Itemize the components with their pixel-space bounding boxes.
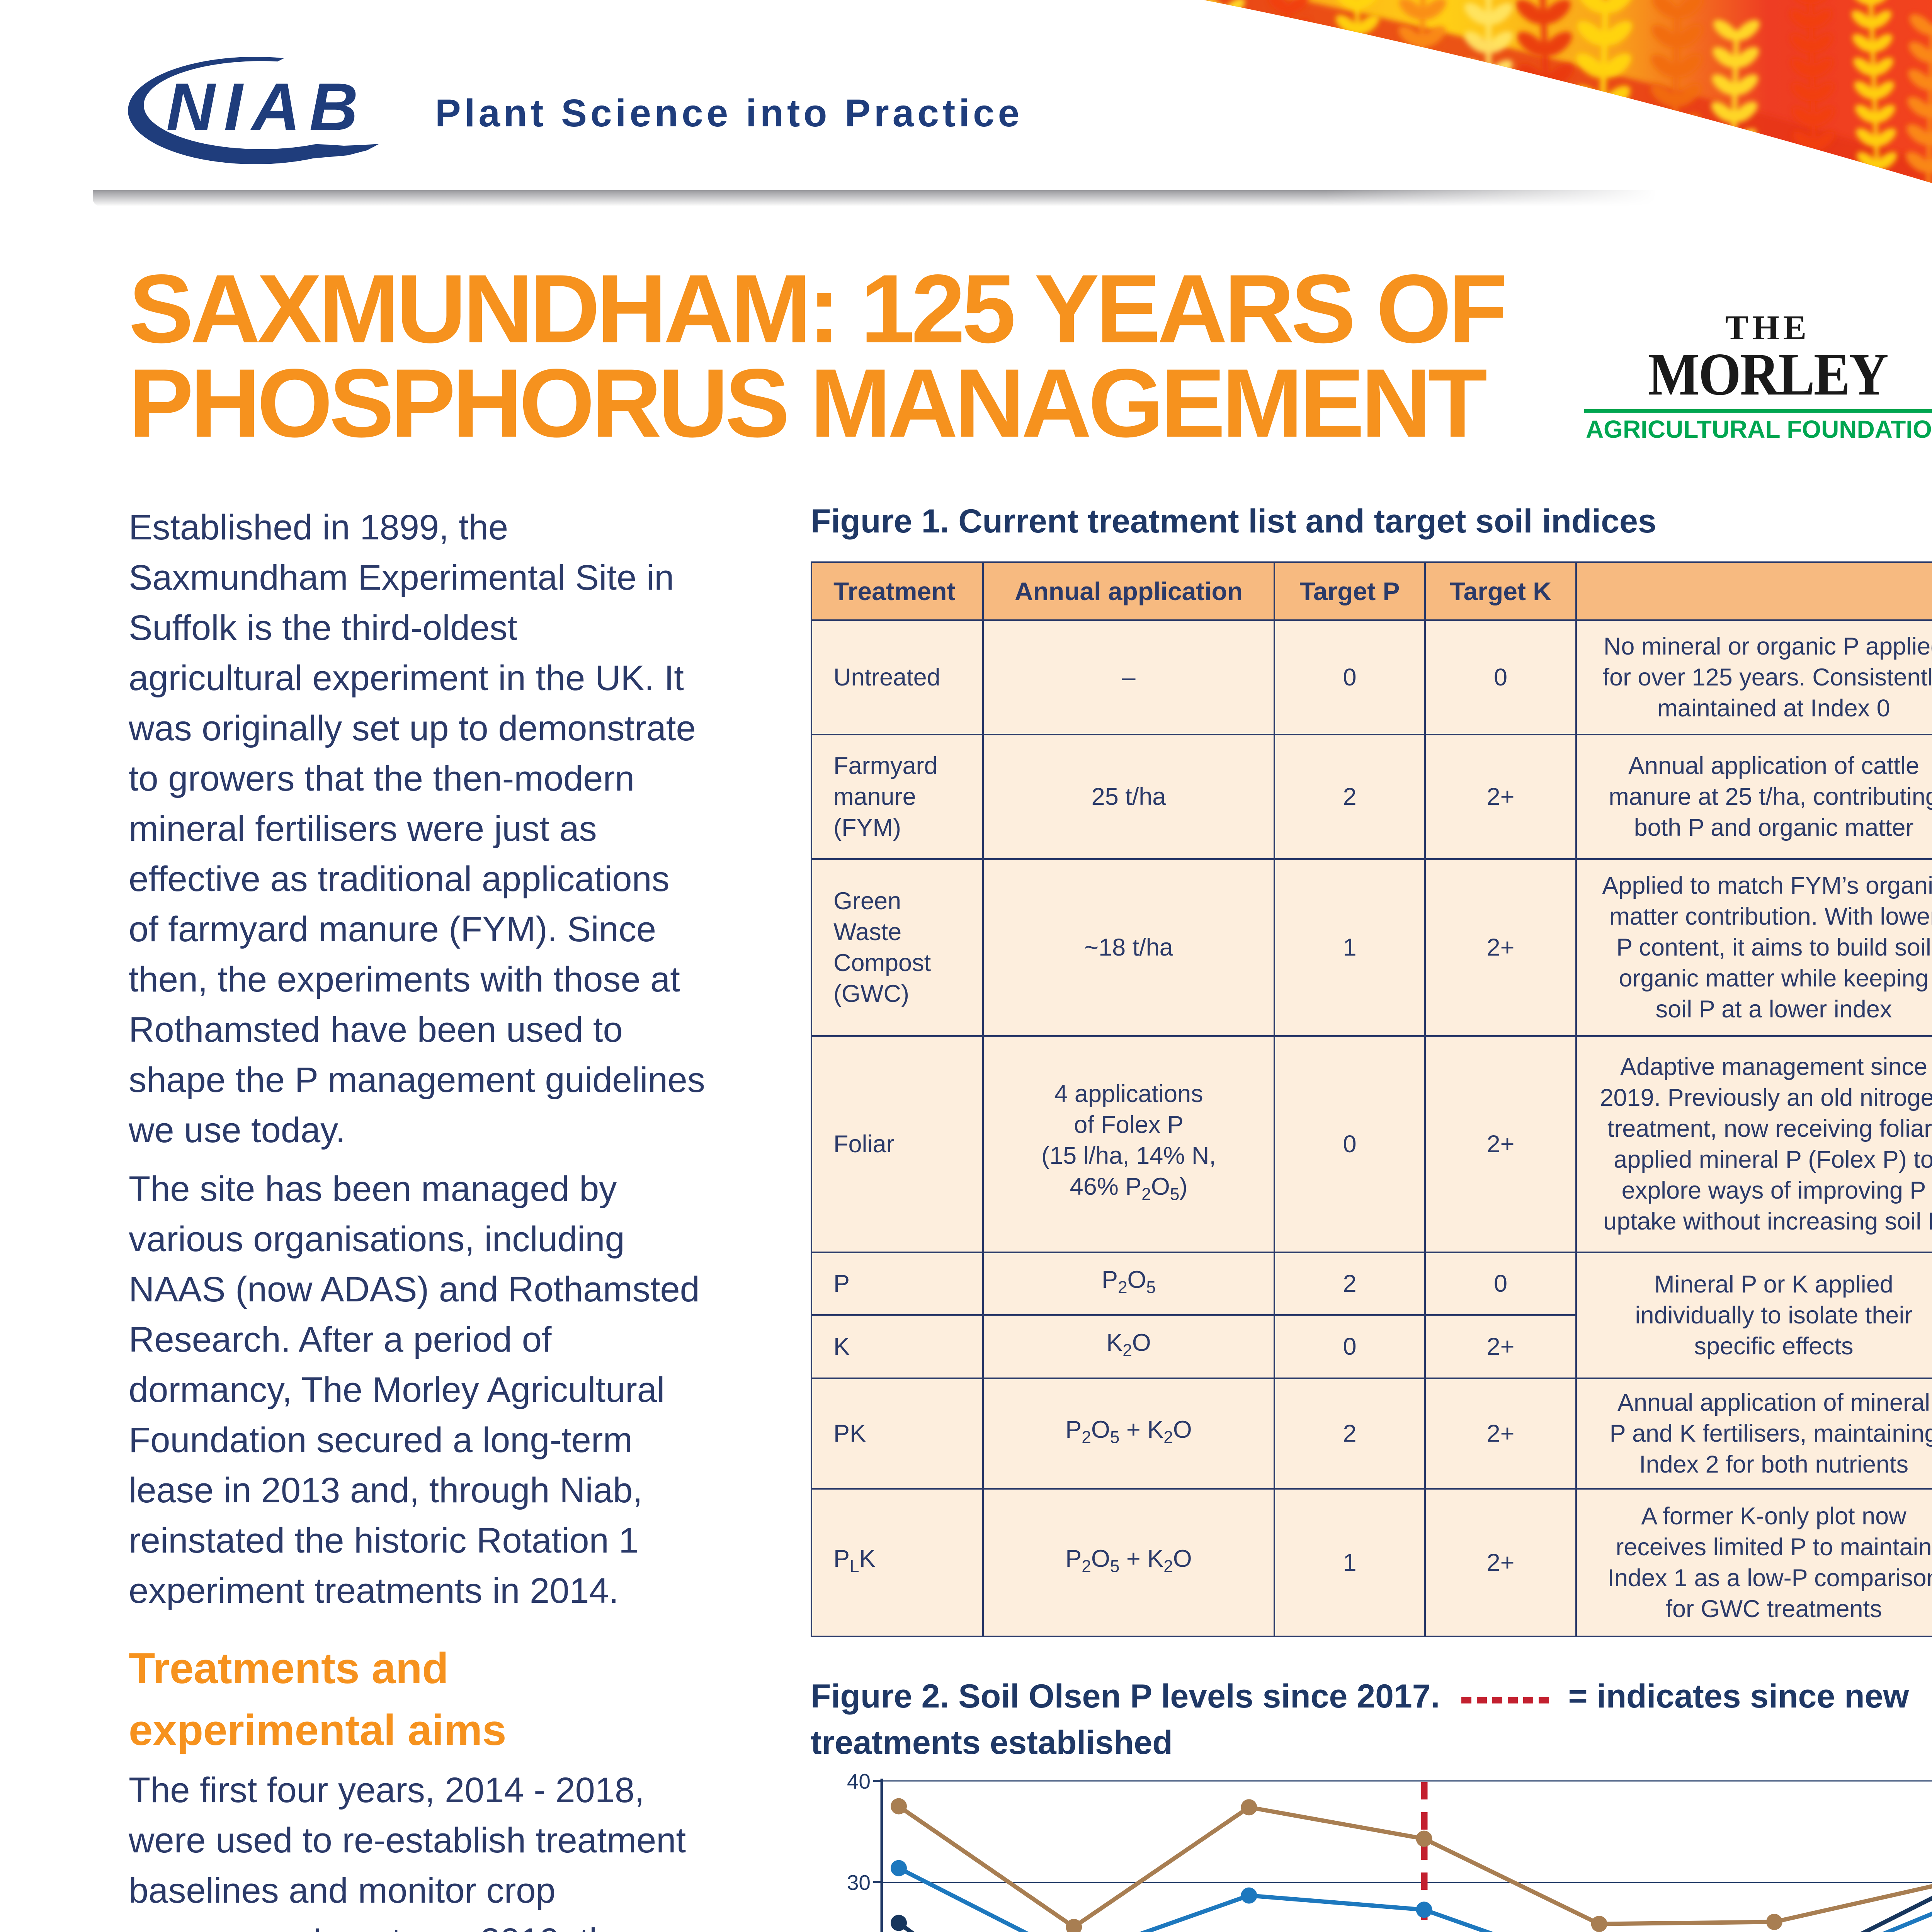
svg-text:30: 30 [847, 1871, 871, 1895]
svg-text:NIAB: NIAB [166, 70, 367, 145]
svg-text:40: 40 [847, 1769, 871, 1793]
